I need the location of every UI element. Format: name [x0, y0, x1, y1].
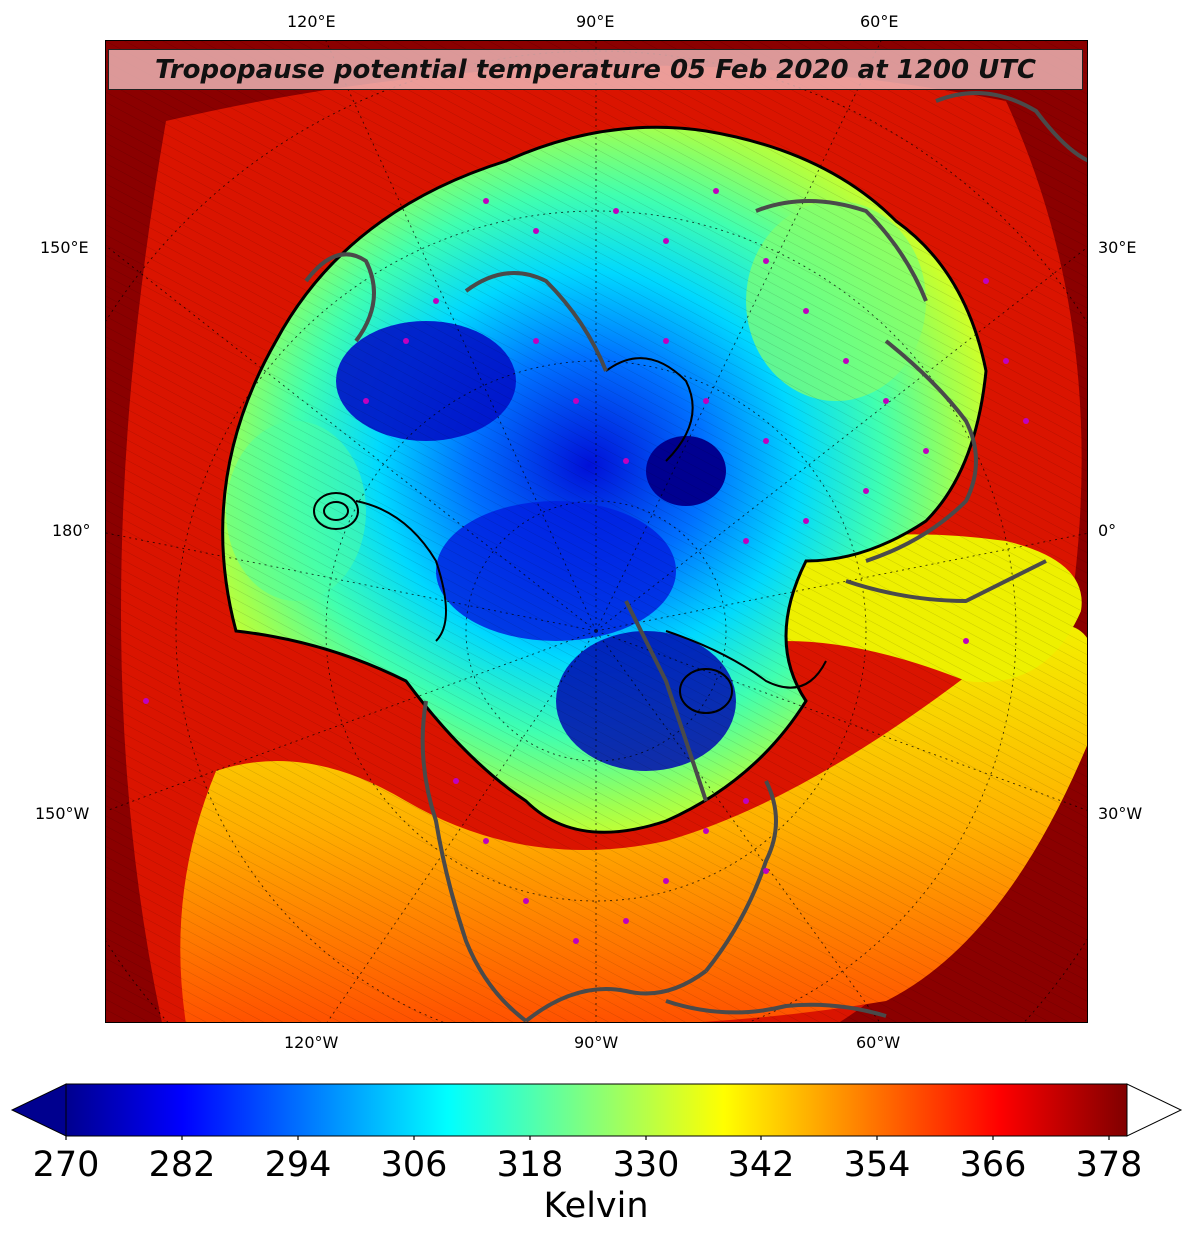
- coastlines: [304, 91, 1087, 1022]
- lon-label-left-180: 180°: [52, 521, 91, 540]
- isentrope-contour-texture: [106, 41, 1087, 1022]
- colorbar-tick-282: 282: [148, 1145, 216, 1185]
- station-markers: [143, 188, 1029, 944]
- map-title: Tropopause potential temperature 05 Feb …: [108, 49, 1083, 90]
- colorbar-tick-354: 354: [843, 1145, 911, 1185]
- graticule: [106, 41, 1087, 1022]
- lon-label-top-90e: 90°E: [576, 12, 615, 31]
- lon-label-top-120e: 120°E: [287, 12, 336, 31]
- colorbar-upper-extend-arrow: [1126, 1083, 1183, 1137]
- colorbar-tick-318: 318: [496, 1145, 564, 1185]
- colorbar-tick-270: 270: [32, 1145, 100, 1185]
- lon-label-right-0: 0°: [1098, 521, 1117, 540]
- colorbar-gradient: [65, 1083, 1128, 1137]
- colorbar-units-label: Kelvin: [543, 1186, 649, 1226]
- lon-label-right-30w: 30°W: [1098, 804, 1143, 823]
- lon-label-right-30e: 30°E: [1098, 238, 1137, 257]
- lon-label-left-150e: 150°E: [40, 238, 89, 257]
- colorbar-tick-306: 306: [380, 1145, 448, 1185]
- lon-label-bottom-90w: 90°W: [574, 1033, 619, 1052]
- map-panel: [105, 40, 1088, 1023]
- lon-label-bottom-120w: 120°W: [284, 1033, 339, 1052]
- colorbar-tick-366: 366: [959, 1145, 1027, 1185]
- colorbar-tick-378: 378: [1075, 1145, 1143, 1185]
- jet-isotach-contours: [313, 357, 827, 714]
- colorbar: [10, 1083, 1183, 1140]
- colorbar-tick-294: 294: [264, 1145, 332, 1185]
- lon-label-left-150w: 150°W: [35, 804, 90, 823]
- colorbar-tick-330: 330: [612, 1145, 680, 1185]
- lon-label-top-60e: 60°E: [860, 12, 899, 31]
- lon-label-bottom-60w: 60°W: [856, 1033, 901, 1052]
- colorbar-lower-extend-arrow: [10, 1083, 67, 1137]
- tropopause-theta-map: [106, 41, 1087, 1022]
- colorbar-tick-342: 342: [727, 1145, 795, 1185]
